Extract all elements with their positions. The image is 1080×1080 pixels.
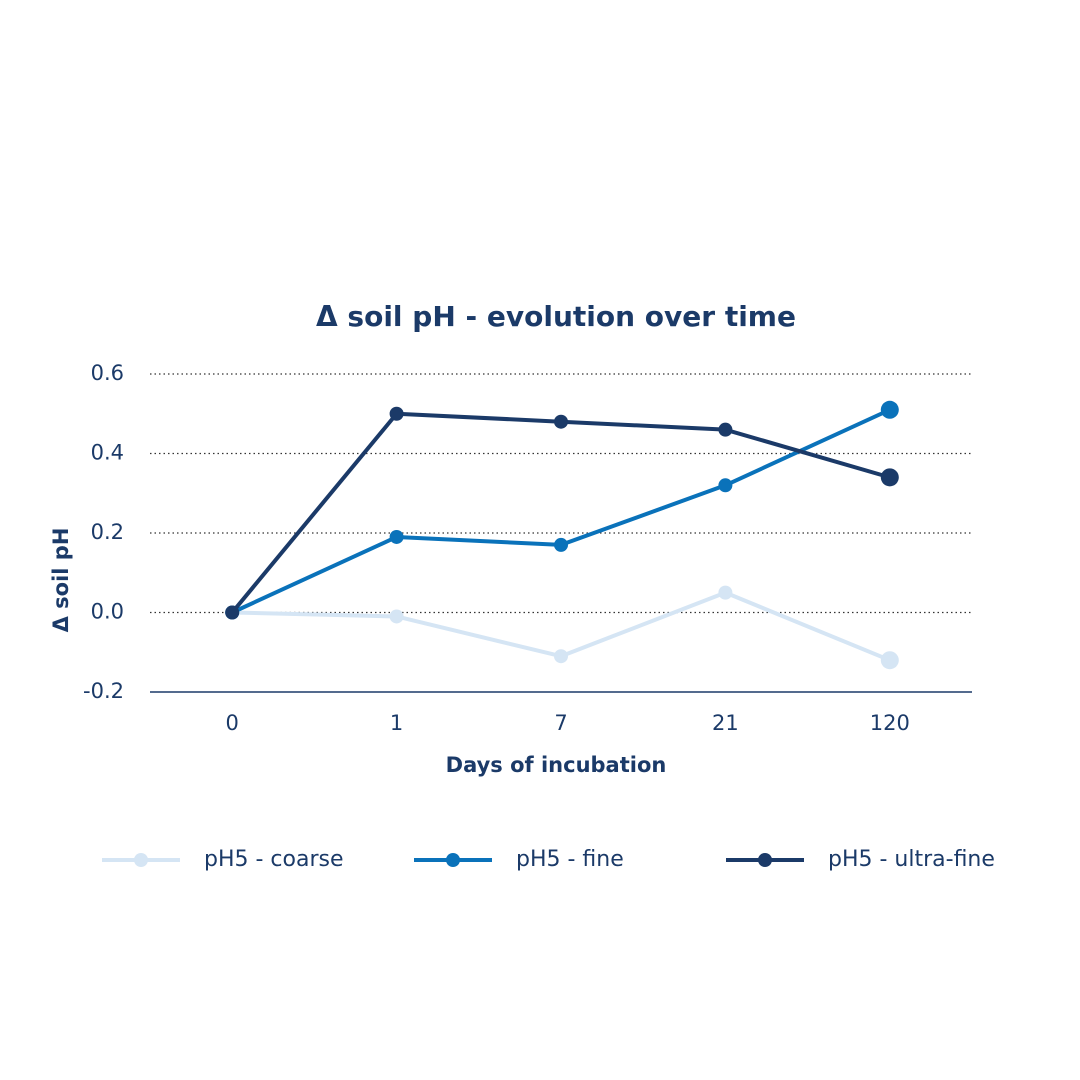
data-point — [718, 422, 733, 437]
y-tick-label: 0.2 — [91, 520, 124, 544]
x-axis-title: Days of incubation — [446, 753, 667, 777]
x-tick-label: 1 — [390, 711, 403, 735]
data-point — [554, 649, 568, 664]
chart-title: Δ soil pH - evolution over time — [316, 300, 796, 333]
data-point — [718, 478, 733, 493]
x-tick-label: 0 — [226, 711, 239, 735]
data-point — [718, 585, 733, 600]
y-tick-label: 0.4 — [91, 441, 124, 465]
x-tick-label: 21 — [712, 711, 739, 735]
legend-marker — [758, 853, 772, 867]
data-point — [880, 468, 899, 487]
x-tick-label: 7 — [554, 711, 567, 735]
data-point — [554, 537, 568, 552]
legend-label: pH5 - ultra-fine — [828, 847, 995, 872]
legend-label: pH5 - coarse — [204, 847, 344, 872]
data-point — [389, 609, 404, 624]
data-point — [554, 414, 568, 429]
data-point — [389, 529, 404, 544]
y-axis-title: Δ soil pH — [49, 528, 73, 633]
x-tick-label: 120 — [870, 711, 910, 735]
legend-marker — [446, 853, 460, 867]
y-tick-label: -0.2 — [83, 679, 124, 703]
data-point — [880, 651, 899, 670]
y-tick-label: 0.6 — [91, 361, 124, 385]
legend-marker — [134, 853, 148, 867]
data-point — [880, 400, 899, 419]
data-point — [389, 406, 404, 421]
y-tick-label: 0.0 — [91, 600, 124, 624]
data-point — [225, 605, 240, 620]
legend-label: pH5 - fine — [516, 847, 624, 872]
